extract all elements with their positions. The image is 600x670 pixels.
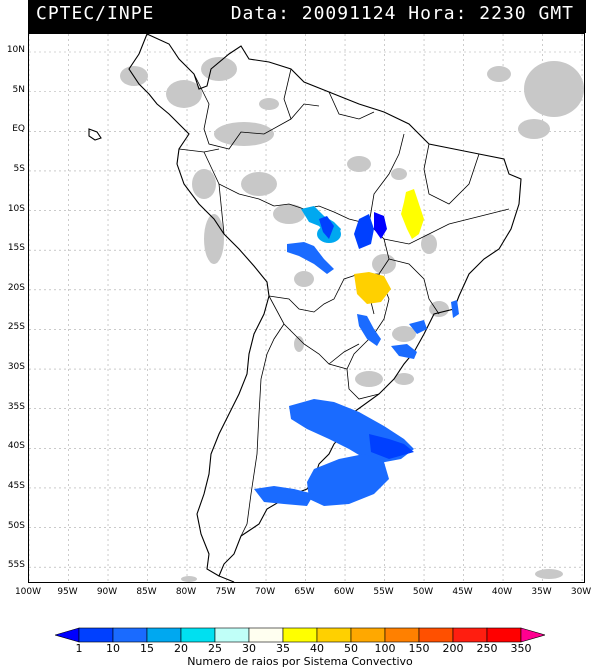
cloud-cover xyxy=(120,57,584,582)
latitude-label: EQ xyxy=(12,124,25,135)
colorbar-tick-label: 15 xyxy=(140,642,154,655)
graticule xyxy=(28,34,586,584)
colorbar-swatch xyxy=(78,627,114,643)
colorbar-swatch xyxy=(180,627,216,643)
colorbar-tick-label: 20 xyxy=(174,642,188,655)
colorbar-arrow-left xyxy=(55,627,80,643)
longitude-label: 95W xyxy=(57,587,78,597)
longitude-label: 35W xyxy=(531,587,552,597)
colorbar-swatch xyxy=(486,627,522,643)
map-header: CPTEC/INPE Data: 20091124 Hora: 2230 GMT xyxy=(28,0,586,33)
colorbar-swatch xyxy=(418,627,454,643)
colorbar-tick-label: 40 xyxy=(310,642,324,655)
colorbar-swatch xyxy=(384,627,420,643)
colorbar-swatch xyxy=(248,627,284,643)
longitude-label: 60W xyxy=(333,587,355,597)
colorbar-tick-label: 250 xyxy=(476,642,498,655)
latitude-label: 10N xyxy=(6,45,25,55)
colorbar-swatch xyxy=(146,627,182,643)
convective-systems xyxy=(254,189,459,506)
map-canvas xyxy=(28,33,586,584)
latitude-label: 5S xyxy=(13,163,25,174)
colorbar-tick-label: 200 xyxy=(442,642,464,655)
colorbar-tick-label: 350 xyxy=(510,642,532,655)
latitude-label: 30S xyxy=(7,362,25,373)
colorbar-tick-label: 10 xyxy=(106,642,120,655)
latitude-label: 20S xyxy=(7,282,25,293)
colorbar-tick-label: 100 xyxy=(374,642,396,655)
longitude-label: 75W xyxy=(215,587,236,597)
colorbar-swatch xyxy=(452,627,488,643)
latitude-label: 55S xyxy=(7,560,25,571)
country-borders xyxy=(178,68,510,537)
latitude-label: 35S xyxy=(7,401,25,412)
longitude-label: 80W xyxy=(175,587,197,597)
latitude-label: 40S xyxy=(7,441,25,452)
colorbar-arrow-right xyxy=(520,627,545,643)
colorbar-swatch xyxy=(316,627,352,643)
longitude-label: 55W xyxy=(373,587,394,597)
latitude-label: 15S xyxy=(7,243,25,254)
colorbar-swatch xyxy=(350,627,386,643)
longitude-label: 30W xyxy=(570,587,592,597)
colorbar-tick-label: 1 xyxy=(75,642,83,655)
longitude-label: 70W xyxy=(254,587,276,597)
map-frame xyxy=(28,33,586,584)
longitude-label: 65W xyxy=(294,587,315,597)
latitude-label: 25S xyxy=(7,322,25,333)
longitude-label: 90W xyxy=(96,587,118,597)
latitude-label: 50S xyxy=(7,520,25,531)
colorbar-swatch xyxy=(214,627,250,643)
colorbar-tick-label: 50 xyxy=(344,642,358,655)
latitude-label: 45S xyxy=(7,480,25,491)
longitude-label: 40W xyxy=(491,587,513,597)
longitude-label: 45W xyxy=(452,587,473,597)
colorbar xyxy=(55,627,545,643)
colorbar-tick-label: 35 xyxy=(276,642,290,655)
longitude-label: 100W xyxy=(14,587,42,597)
colorbar-swatch xyxy=(112,627,148,643)
latitude-label: 10S xyxy=(7,203,25,214)
longitude-label: 85W xyxy=(136,587,157,597)
colorbar-tick-label: 25 xyxy=(208,642,222,655)
header-source: CPTEC/INPE xyxy=(36,3,155,24)
colorbar-tick-label: 150 xyxy=(408,642,430,655)
latitude-label: 5N xyxy=(12,84,25,95)
longitude-label: 50W xyxy=(412,587,434,597)
colorbar-swatch xyxy=(282,627,318,643)
colorbar-title: Numero de raios por Sistema Convectivo xyxy=(187,655,413,668)
header-datetime: Data: 20091124 Hora: 2230 GMT xyxy=(230,3,574,24)
colorbar-tick-label: 30 xyxy=(242,642,256,655)
